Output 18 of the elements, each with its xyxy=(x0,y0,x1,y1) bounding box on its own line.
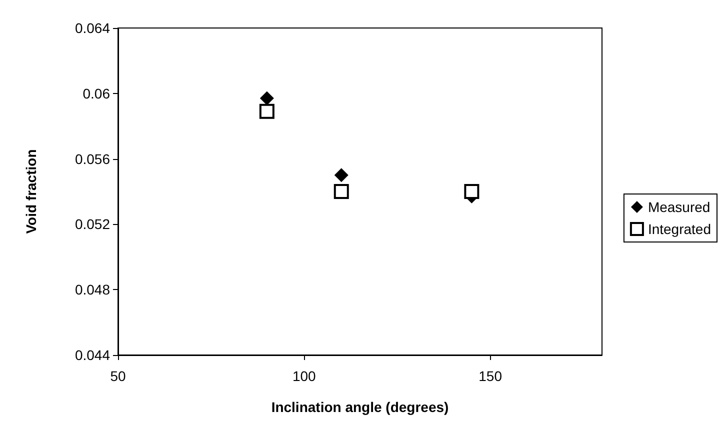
y-tick-label: 0.048 xyxy=(74,282,110,298)
point xyxy=(260,91,274,106)
point xyxy=(464,184,480,199)
y-axis-title: Void fraction xyxy=(23,149,39,234)
y-tick-label: 0.056 xyxy=(74,150,110,167)
point xyxy=(259,104,274,119)
legend-label: Integrated xyxy=(648,221,712,237)
legend-label: Measured xyxy=(648,199,710,215)
point xyxy=(334,168,348,182)
x-axis-title: Inclination angle (degrees) xyxy=(271,399,449,415)
point xyxy=(334,184,349,199)
y-tick-label: 0.064 xyxy=(74,20,110,36)
y-tick-label: 0.06 xyxy=(82,85,110,102)
x-tick-label: 50 xyxy=(110,368,126,384)
y-tick-label: 0.044 xyxy=(74,347,110,363)
x-tick-label: 150 xyxy=(478,368,502,384)
y-tick-label: 0.052 xyxy=(74,216,110,232)
x-tick-label: 100 xyxy=(292,368,316,384)
